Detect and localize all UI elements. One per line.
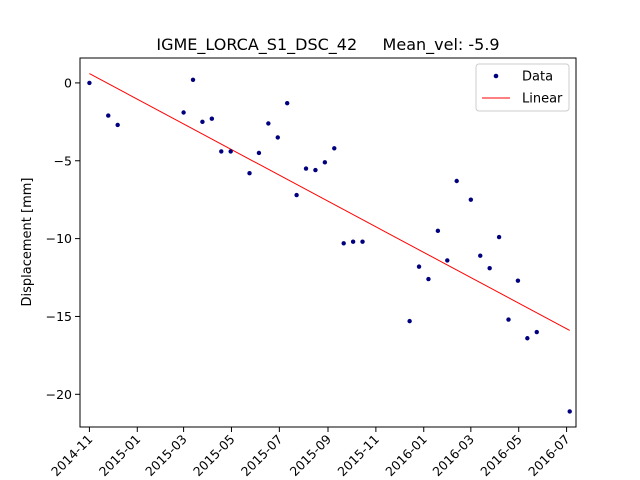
data-point [313,167,318,173]
data-point [190,77,196,82]
data-point [284,100,290,106]
data-point [303,166,309,171]
data-point [332,146,337,151]
data-point [181,110,186,115]
data-point [487,265,492,271]
data-point [209,116,215,121]
legend: Data Linear [475,63,570,112]
data-point [228,149,233,154]
data-point [87,80,92,86]
chart-title: IGME_LORCA_S1_DSC_42 Mean_vel: -5.9 [156,35,499,55]
data-point [341,241,346,246]
data-point [294,192,299,198]
data-point [496,234,502,240]
data-point [350,239,356,244]
data-point [454,178,459,184]
linear-fit-line [89,73,570,331]
data-point [360,239,365,244]
data-point [515,278,521,283]
data-point [256,150,262,156]
data-point [445,258,450,263]
data-point [200,119,205,125]
y-tick-label: −15 [46,309,72,324]
data-point [115,122,120,128]
data-point [525,336,530,341]
y-tick-label: −20 [46,387,72,402]
data-point [534,329,539,335]
plot-series [87,73,572,414]
y-tick-label: −5 [54,153,72,168]
legend-data-marker [493,73,499,79]
legend-linear-label: Linear [522,92,563,107]
data-point [247,171,252,176]
data-point [106,113,111,118]
data-point [322,160,328,165]
data-point [506,317,511,322]
data-point [416,264,422,269]
data-point [219,149,224,154]
data-point [567,409,572,414]
y-axis-label: Displacement [mm] [20,178,35,307]
legend-frame [475,63,570,112]
data-point [407,318,412,324]
legend-data-label: Data [522,70,553,85]
data-point [468,197,474,202]
data-point [478,253,483,258]
data-point [426,276,431,282]
data-point [266,121,271,126]
data-point [275,135,280,140]
y-tick-label: −10 [46,231,72,246]
data-point [435,228,441,234]
y-axis: 0 −5 −10 −15 −20 [46,75,80,402]
y-tick-label: 0 [64,75,72,90]
